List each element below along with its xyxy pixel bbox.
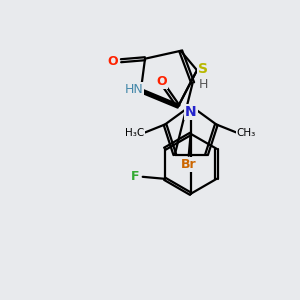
Text: N: N [185, 105, 197, 119]
Text: S: S [198, 62, 208, 76]
Text: CH₃: CH₃ [237, 128, 256, 139]
Text: F: F [130, 170, 139, 183]
Text: O: O [156, 75, 166, 88]
Text: O: O [108, 55, 118, 68]
Text: Br: Br [181, 158, 197, 171]
Text: HN: HN [124, 83, 143, 96]
Text: H₃C: H₃C [125, 128, 145, 139]
Text: H: H [199, 78, 208, 91]
